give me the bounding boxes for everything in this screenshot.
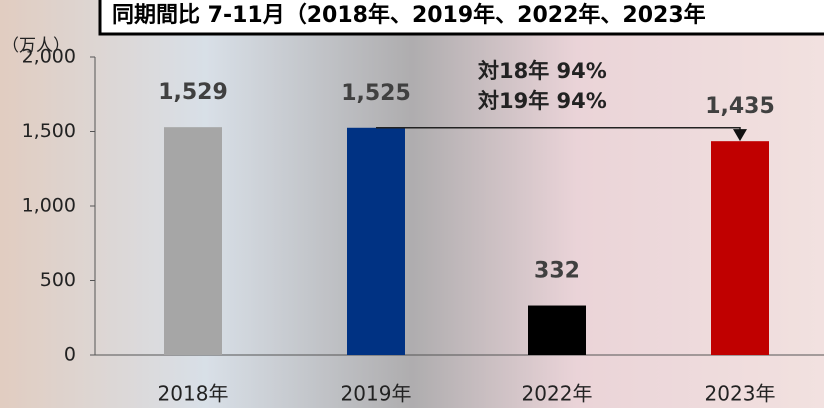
background-overlay: [0, 0, 824, 408]
y-tick-label: 500: [40, 269, 76, 291]
value-label: 1,435: [705, 94, 775, 119]
y-tick-label: 0: [64, 344, 76, 366]
bar: [528, 306, 586, 355]
x-tick-label: 2019年: [341, 382, 412, 406]
x-tick-label: 2023年: [705, 382, 776, 406]
annotation: 対19年 94%: [478, 89, 607, 113]
y-tick-label: 1,000: [22, 195, 76, 217]
value-label: 1,525: [341, 81, 411, 106]
bar: [347, 128, 405, 355]
chart-title: 同期間比 7-11月（2018年、2019年、2022年、2023年: [112, 2, 706, 28]
y-tick-label: 1,500: [22, 120, 76, 142]
value-label: 332: [534, 259, 580, 284]
bar: [164, 127, 222, 355]
chart: 同期間比 7-11月（2018年、2019年、2022年、2023年 （万人） …: [0, 0, 824, 408]
value-label: 1,529: [158, 80, 228, 105]
x-tick-label: 2022年: [522, 382, 593, 406]
annotation: 対18年 94%: [478, 59, 607, 83]
y-tick-label: 2,000: [22, 46, 76, 68]
x-tick-label: 2018年: [158, 382, 229, 406]
bar: [711, 141, 769, 355]
